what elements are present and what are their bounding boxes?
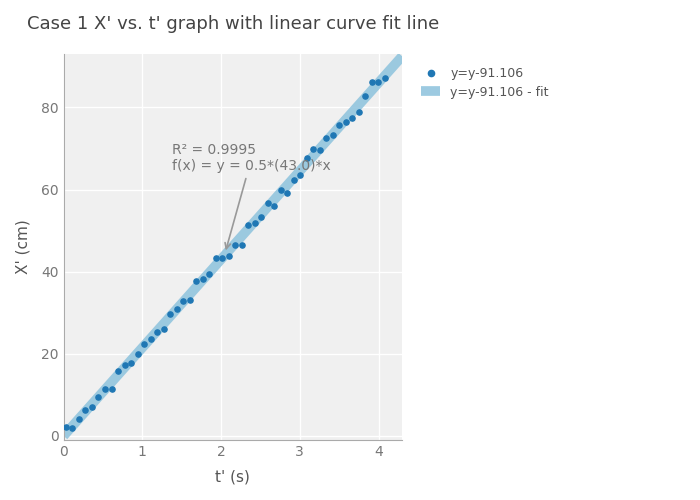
y=y-91.106 <box>314 146 326 154</box>
y=y-91.106 <box>275 186 286 194</box>
y=y-91.106 <box>256 213 267 221</box>
y=y-91.106 <box>164 310 176 318</box>
y=y-91.106 <box>119 362 130 370</box>
y=y-91.106 <box>301 154 312 162</box>
y=y-91.106 <box>262 199 273 207</box>
y=y-91.106 <box>67 424 78 432</box>
y=y-91.106 <box>346 114 358 122</box>
y=y-91.106 <box>113 367 124 375</box>
y=y-91.106 <box>184 296 195 304</box>
y=y-91.106 <box>321 134 332 142</box>
y=y-91.106 <box>295 171 306 179</box>
y=y-91.106 <box>145 336 156 344</box>
y=y-91.106 <box>158 325 169 333</box>
y=y-91.106 <box>372 78 384 86</box>
y=y-91.106 <box>223 252 235 260</box>
y=y-91.106 <box>80 406 91 414</box>
y=y-91.106 <box>281 189 293 197</box>
y=y-91.106 <box>204 270 215 278</box>
y=y-91.106 <box>379 74 391 82</box>
y=y-91.106 <box>230 241 241 249</box>
y=y-91.106 <box>106 384 117 392</box>
y=y-91.106 <box>60 423 71 431</box>
y=y-91.106 <box>190 277 202 285</box>
y=y-91.106 <box>249 219 260 227</box>
y=y-91.106 <box>86 403 97 411</box>
y=y-91.106 <box>307 146 318 154</box>
y=y-91.106 <box>327 130 338 138</box>
Title: Case 1 X' vs. t' graph with linear curve fit line: Case 1 X' vs. t' graph with linear curve… <box>27 15 439 33</box>
y=y-91.106 <box>236 240 247 248</box>
y=y-91.106 <box>243 221 254 229</box>
y=y-91.106 <box>269 202 280 210</box>
y=y-91.106 <box>366 78 377 86</box>
y=y-91.106 <box>334 120 345 128</box>
y=y-91.106 <box>210 254 221 262</box>
Text: R² = 0.9995
f(x) = y = 0.5*(43.0)*x: R² = 0.9995 f(x) = y = 0.5*(43.0)*x <box>172 143 331 248</box>
X-axis label: t' (s): t' (s) <box>216 470 251 485</box>
y=y-91.106 <box>171 305 182 313</box>
y=y-91.106 <box>151 328 162 336</box>
y=y-91.106 <box>178 297 189 305</box>
y=y-91.106 <box>74 414 85 422</box>
y=y-91.106 <box>125 358 136 366</box>
y=y-91.106 <box>216 254 228 262</box>
y=y-91.106 <box>360 92 371 100</box>
y=y-91.106 <box>139 340 150 348</box>
y=y-91.106 <box>99 386 111 394</box>
y=y-91.106 <box>197 276 208 283</box>
y=y-91.106 <box>132 350 143 358</box>
y=y-91.106 <box>288 176 300 184</box>
y=y-91.106 <box>340 118 351 126</box>
Legend: y=y-91.106, y=y-91.106 - fit: y=y-91.106, y=y-91.106 - fit <box>415 60 555 105</box>
Y-axis label: X' (cm): X' (cm) <box>15 220 30 274</box>
y=y-91.106 <box>354 108 365 116</box>
y=y-91.106 <box>93 393 104 401</box>
